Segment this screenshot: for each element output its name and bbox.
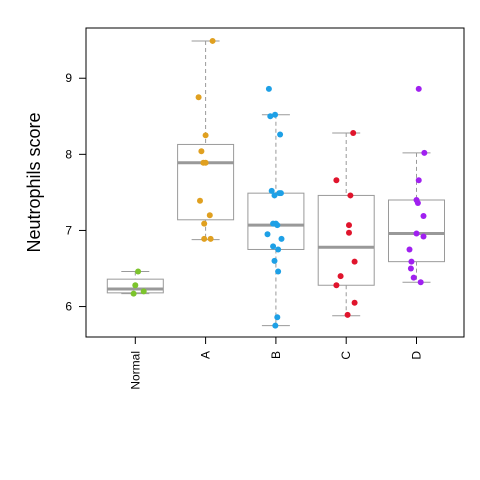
data-point-normal-2 [140, 288, 147, 295]
data-point-b-27 [278, 235, 285, 242]
x-tick-label-a: A [199, 351, 213, 359]
data-point-d-51 [420, 233, 427, 240]
data-point-b-28 [270, 243, 277, 250]
data-point-d-46 [415, 177, 422, 184]
box-c [317, 194, 375, 286]
data-point-a-5 [195, 94, 202, 101]
data-point-d-55 [410, 274, 417, 281]
data-point-c-39 [351, 258, 358, 265]
data-point-d-53 [408, 258, 415, 265]
data-point-a-7 [198, 148, 205, 155]
data-point-b-16 [267, 113, 274, 120]
data-point-c-34 [350, 130, 357, 137]
data-point-b-26 [264, 231, 271, 238]
x-tick-label-c: C [339, 351, 353, 360]
data-point-b-25 [274, 222, 281, 229]
data-point-d-52 [406, 246, 413, 253]
boxes-layer [106, 40, 445, 327]
data-point-a-10 [197, 197, 203, 204]
data-point-normal-3 [130, 290, 137, 297]
data-point-b-21 [277, 190, 284, 197]
data-point-b-33 [272, 322, 279, 329]
data-point-d-50 [413, 230, 420, 237]
data-point-normal-1 [132, 282, 139, 289]
x-tick-label-d: D [410, 351, 424, 360]
data-point-b-29 [275, 246, 282, 253]
data-point-a-6 [202, 132, 209, 139]
data-point-d-45 [421, 149, 428, 156]
data-point-a-11 [206, 212, 213, 219]
y-tick-label-6: 6 [65, 300, 72, 314]
data-point-c-37 [346, 222, 352, 229]
data-point-b-22 [271, 192, 278, 199]
points-layer [130, 37, 428, 329]
data-point-c-42 [351, 299, 358, 306]
data-point-b-30 [271, 257, 278, 264]
data-point-a-13 [201, 235, 208, 242]
x-tick-label-b: B [269, 351, 283, 359]
data-point-d-49 [420, 212, 427, 219]
data-point-d-48 [414, 200, 421, 207]
data-point-d-44 [415, 85, 422, 92]
data-point-c-36 [347, 192, 354, 199]
data-point-d-54 [407, 265, 414, 272]
data-point-b-31 [275, 268, 282, 275]
data-point-b-18 [277, 131, 284, 138]
data-point-b-19 [268, 187, 275, 194]
box-d [388, 199, 445, 263]
data-point-c-41 [333, 282, 340, 289]
box-a [177, 143, 235, 221]
y-tick-label-8: 8 [65, 147, 72, 161]
data-point-d-56 [417, 279, 424, 286]
data-point-c-40 [337, 273, 344, 280]
data-point-c-43 [344, 311, 351, 318]
data-point-a-12 [201, 220, 208, 227]
data-point-b-17 [272, 111, 279, 118]
y-tick-label-9: 9 [65, 71, 72, 85]
data-point-normal-0 [135, 268, 142, 275]
data-point-a-9 [202, 159, 209, 166]
data-point-c-35 [333, 177, 340, 184]
data-point-a-4 [209, 37, 216, 44]
data-point-a-14 [207, 235, 214, 242]
data-point-c-38 [346, 229, 352, 236]
y-axis-title: Neutrophils score [24, 112, 44, 252]
data-point-b-32 [274, 314, 281, 321]
x-tick-label-normal: Normal [128, 351, 142, 390]
axes-layer: 6 7 8 9 Normal A B C D [65, 71, 423, 389]
y-tick-label-7: 7 [65, 223, 72, 237]
data-point-b-15 [265, 85, 272, 92]
